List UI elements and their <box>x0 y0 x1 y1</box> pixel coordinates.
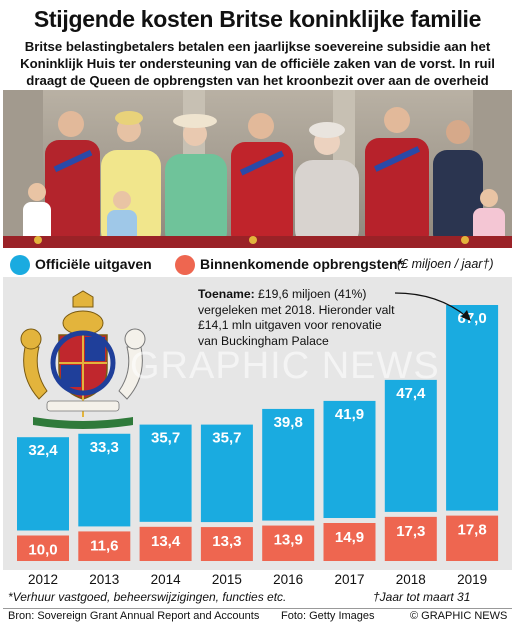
brand-credit: © GRAPHIC NEWS <box>410 610 508 622</box>
legend-unit: (£ miljoen / jaar†) <box>397 257 494 271</box>
legend-official-swatch <box>10 255 30 275</box>
bar-official-2016 <box>262 408 315 521</box>
legend-income-label: Binnenkomende opbrengsten* <box>200 256 404 272</box>
legend-official-label: Officiële uitgaven <box>35 256 152 272</box>
label-income-2018: 17,3 <box>396 523 425 540</box>
chart-panel: 32,4 10,0 33,3 11,6 35,7 13,4 35,7 13,3 39,8 13,9… <box>3 277 512 570</box>
bar-official-2014 <box>139 424 192 522</box>
divider <box>3 608 512 609</box>
annotation-arrowhead <box>461 310 471 321</box>
page-title: Stijgende kosten Britse koninklijke fami… <box>33 6 482 32</box>
label-income-2017: 14,9 <box>335 529 364 546</box>
bar-official-2018 <box>384 379 437 512</box>
x-tick-label-2012: 2012 <box>27 572 59 587</box>
bar-official-2017 <box>323 400 376 519</box>
x-tick-label-2017: 2017 <box>334 572 365 587</box>
label-official-2016: 39,8 <box>274 414 303 431</box>
annotation-arrow <box>394 292 468 318</box>
bar-groups: 32,4 10,0 33,3 11,6 35,7 13,4 35,7 13,3 39,8 13,9… <box>17 305 499 561</box>
increase-annotation: Toename: £19,6 miljoen (41%) vergeleken … <box>198 287 398 349</box>
legend-income-swatch <box>175 255 195 275</box>
label-income-2019: 17,8 <box>457 522 486 539</box>
annotation-text: £19,6 miljoen (41%) vergeleken met 2018.… <box>198 287 395 348</box>
bar-official-2019 <box>446 305 499 511</box>
label-official-2014: 35,7 <box>151 430 180 447</box>
bar-income-2015 <box>200 527 253 561</box>
label-income-2014: 13,4 <box>151 533 181 550</box>
bar-income-2018 <box>384 516 437 561</box>
label-official-2012: 32,4 <box>28 442 58 459</box>
footnote-year: †Jaar tot maart 31 <box>373 590 471 604</box>
bar-income-2016 <box>262 525 315 561</box>
label-official-2017: 41,9 <box>335 406 364 423</box>
bar-official-2015 <box>200 424 253 523</box>
photo-credit: Foto: Getty Images <box>281 610 375 622</box>
x-tick-label-2015: 2015 <box>211 572 242 587</box>
label-official-2015: 35,7 <box>212 430 241 447</box>
bar-income-2014 <box>139 526 192 561</box>
source-text: Bron: Sovereign Grant Annual Report and … <box>8 610 260 622</box>
x-tick-label-2019: 2019 <box>457 572 488 587</box>
label-income-2012: 10,0 <box>28 542 57 559</box>
label-income-2013: 11,6 <box>90 537 118 554</box>
label-official-2013: 33,3 <box>90 439 119 456</box>
royal-coat-of-arms <box>20 290 146 429</box>
label-official-2018: 47,4 <box>396 385 426 402</box>
chart-legend: Officiële uitgaven Binnenkomende opbreng… <box>0 250 515 276</box>
x-tick-label-2014: 2014 <box>150 572 181 587</box>
page-subtitle: Britse belastingbetalers betalen een jaa… <box>20 39 495 88</box>
bar-official-2012 <box>17 437 69 531</box>
x-tick-label-2013: 2013 <box>89 572 120 587</box>
label-income-2015: 13,3 <box>212 533 241 550</box>
footnote-income: *Verhuur vastgoed, beheerswijzigingen, f… <box>8 590 287 604</box>
bar-income-2017 <box>323 523 376 561</box>
annotation-bold: Toename: <box>198 287 255 301</box>
royal-family-photo <box>3 90 512 248</box>
bar-income-2012 <box>17 535 69 561</box>
bar-income-2019 <box>446 515 499 561</box>
x-tick-label-2016: 2016 <box>273 572 304 587</box>
bar-income-2013 <box>78 531 131 561</box>
x-tick-label-2018: 2018 <box>395 572 426 587</box>
bar-official-2013 <box>78 433 131 527</box>
bar-chart: 32,4 10,0 33,3 11,6 35,7 13,4 35,7 13,3 39,8 13,9… <box>17 290 499 561</box>
label-income-2016: 13,9 <box>274 532 303 549</box>
